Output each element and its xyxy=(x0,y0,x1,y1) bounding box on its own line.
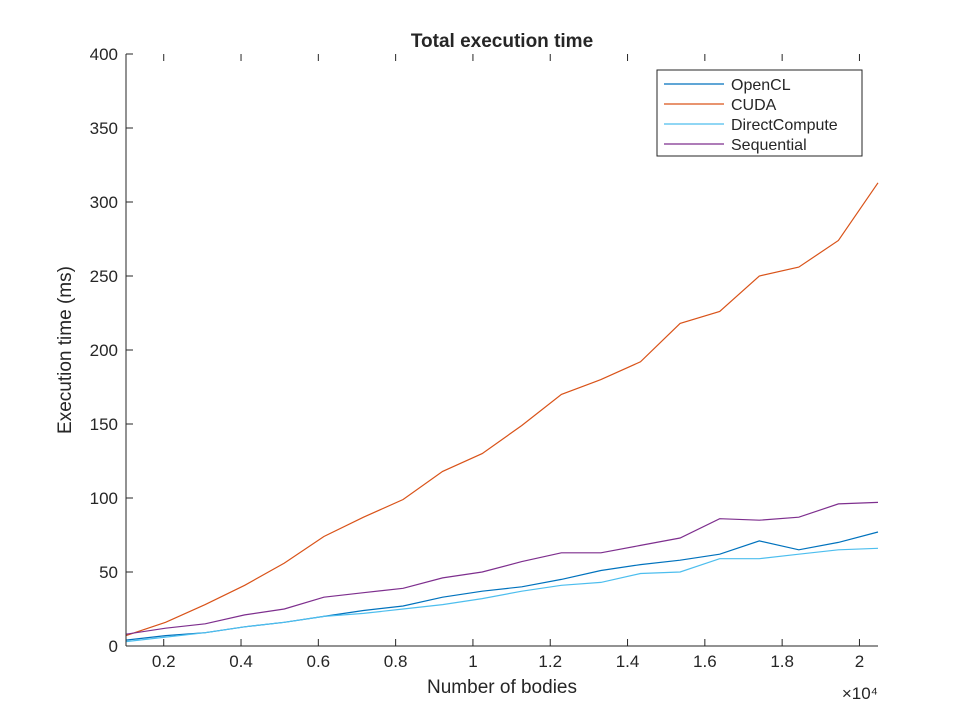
x-tick-label: 1.2 xyxy=(538,652,562,671)
x-exponent-label: ×10⁴ xyxy=(842,684,878,703)
legend-label-directcompute: DirectCompute xyxy=(731,117,838,134)
legend-label-cuda: CUDA xyxy=(731,97,777,114)
chart-title: Total execution time xyxy=(411,31,593,52)
x-tick-label: 0.6 xyxy=(307,652,331,671)
y-tick-label: 0 xyxy=(109,637,118,656)
y-tick-label: 100 xyxy=(90,489,118,508)
legend-label-sequential: Sequential xyxy=(731,137,807,154)
x-tick-label: 0.8 xyxy=(384,652,408,671)
legend-label-opencl: OpenCL xyxy=(731,77,791,94)
x-tick-label: 0.2 xyxy=(152,652,176,671)
series-line-directcompute xyxy=(125,547,879,643)
tick-layer: 0.2 0.4 0.6 0.8 1 1.2 1.4 1.6 1.8 2 0 50 100 150 200 25… xyxy=(90,45,865,671)
x-tick-label: 1.8 xyxy=(770,652,794,671)
series-layer xyxy=(125,182,879,643)
y-tick-label: 400 xyxy=(90,45,118,64)
y-tick-label: 300 xyxy=(90,193,118,212)
y-tick-label: 350 xyxy=(90,119,118,138)
x-axis-label: Number of bodies xyxy=(427,677,577,698)
series-line-sequential xyxy=(125,501,879,635)
series-line-cuda xyxy=(125,182,879,637)
x-tick-label: 1 xyxy=(468,652,477,671)
y-tick-label: 250 xyxy=(90,267,118,286)
legend: OpenCL CUDA DirectCompute Sequential xyxy=(656,69,863,157)
y-axis-label: Execution time (ms) xyxy=(55,266,76,434)
x-tick-label: 1.6 xyxy=(693,652,717,671)
y-tick-label: 200 xyxy=(90,341,118,360)
y-tick-label: 150 xyxy=(90,415,118,434)
x-tick-label: 0.4 xyxy=(229,652,253,671)
x-tick-label: 2 xyxy=(855,652,864,671)
y-tick-label: 50 xyxy=(99,563,118,582)
x-tick-label: 1.4 xyxy=(616,652,640,671)
